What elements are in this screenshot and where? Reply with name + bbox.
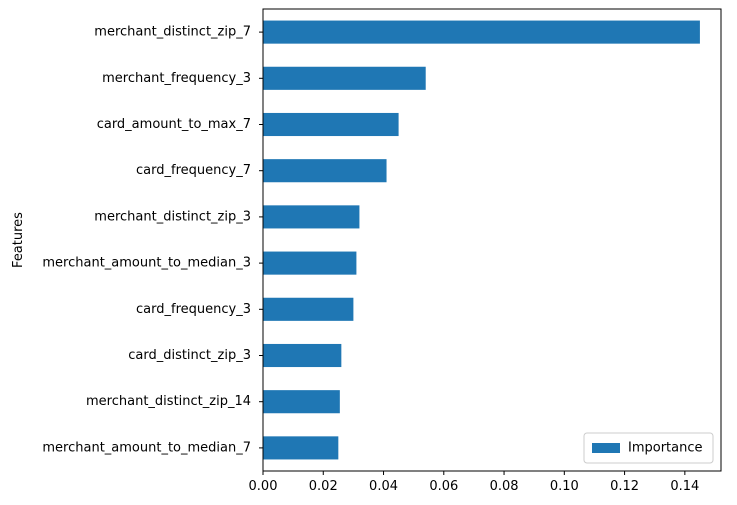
x-tick-label: 0.06	[429, 479, 458, 494]
legend-label: Importance	[628, 441, 703, 456]
axes-frame	[262, 8, 722, 472]
y-tick-label: merchant_distinct_zip_14	[86, 394, 251, 409]
bar-merchant_distinct_zip_7	[263, 20, 700, 44]
legend-swatch	[592, 443, 620, 453]
y-tick-label: card_frequency_3	[136, 302, 251, 317]
y-tick-label: card_frequency_7	[136, 163, 251, 178]
bar-card_amount_to_max_7	[263, 112, 399, 137]
bar-card_frequency_7	[263, 159, 387, 183]
x-tick-label: 0.04	[369, 479, 398, 494]
bar-merchant_distinct_zip_14	[263, 390, 340, 414]
bars-group	[263, 20, 700, 460]
y-tick-label: merchant_distinct_zip_3	[94, 209, 251, 224]
y-tick-label: merchant_frequency_3	[102, 71, 251, 86]
y-tick-group: merchant_distinct_zip_7 merchant_frequenc…	[42, 25, 263, 455]
y-tick-label: merchant_amount_to_median_7	[42, 440, 251, 455]
x-tick-label: 0.02	[309, 479, 338, 494]
bar-merchant_amount_to_median_7	[263, 436, 339, 460]
legend-box	[583, 432, 714, 464]
bar-merchant_distinct_zip_3	[263, 205, 360, 229]
y-tick-label: card_distinct_zip_3	[128, 348, 251, 363]
bar-card_distinct_zip_3	[263, 343, 342, 368]
bar-card_frequency_3	[263, 297, 354, 321]
x-tick-label: 0.00	[249, 479, 278, 494]
y-tick-label: merchant_distinct_zip_7	[94, 25, 251, 40]
x-tick-label: 0.10	[550, 479, 579, 494]
y-tick-label: merchant_amount_to_median_3	[42, 256, 251, 271]
x-tick-label: 0.14	[670, 479, 699, 494]
x-tick-group: 0.00 0.02 0.04 0.06 0.08 0.10 0.12 0.14	[249, 471, 699, 494]
x-tick-label: 0.08	[490, 479, 519, 494]
bar-merchant_amount_to_median_3	[263, 251, 357, 275]
y-axis-label: Features	[11, 212, 26, 268]
x-tick-label: 0.12	[610, 479, 639, 494]
legend: Importance	[583, 432, 714, 464]
y-tick-label: card_amount_to_max_7	[97, 117, 251, 132]
bar-merchant_frequency_3	[263, 66, 426, 90]
